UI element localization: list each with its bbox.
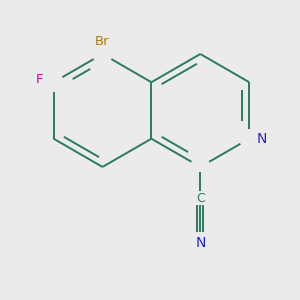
Text: N: N bbox=[195, 236, 206, 250]
Text: F: F bbox=[36, 74, 43, 86]
Text: N: N bbox=[256, 132, 267, 146]
Text: C: C bbox=[196, 191, 205, 205]
Text: Br: Br bbox=[95, 35, 110, 48]
